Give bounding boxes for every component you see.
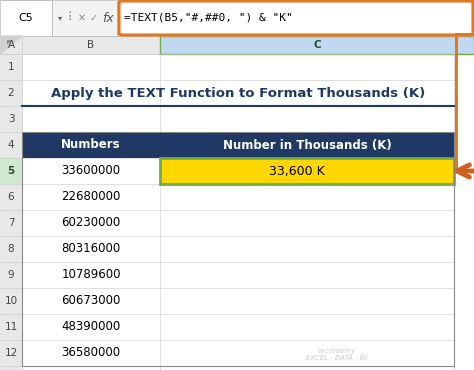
Text: 12: 12 <box>4 348 18 358</box>
Bar <box>160 158 454 184</box>
Text: 1: 1 <box>8 62 14 72</box>
Text: Numbers: Numbers <box>61 138 121 151</box>
Text: 5: 5 <box>8 166 15 176</box>
Text: 36580000: 36580000 <box>62 346 120 360</box>
Text: ▾: ▾ <box>58 13 62 23</box>
Text: =TEXT(B5,"#,##0, ") & "K": =TEXT(B5,"#,##0, ") & "K" <box>124 13 293 23</box>
Text: 11: 11 <box>4 322 18 332</box>
Bar <box>160 158 454 184</box>
Text: 33,600 K: 33,600 K <box>269 165 325 178</box>
Bar <box>22 132 454 366</box>
Text: ✓: ✓ <box>90 13 98 23</box>
Bar <box>456 36 458 171</box>
Text: 10: 10 <box>4 296 18 306</box>
Bar <box>0 36 22 54</box>
Text: 7: 7 <box>8 218 14 228</box>
Text: 60673000: 60673000 <box>61 295 121 307</box>
Bar <box>160 36 474 54</box>
Text: fx: fx <box>102 11 114 24</box>
Bar <box>22 132 160 158</box>
Text: ⁝: ⁝ <box>68 10 72 24</box>
Text: 6: 6 <box>8 192 14 202</box>
Text: ◤: ◤ <box>7 40 11 45</box>
Polygon shape <box>0 36 22 54</box>
Text: 2: 2 <box>8 88 14 98</box>
Bar <box>22 36 160 54</box>
Text: C5: C5 <box>18 13 33 23</box>
Text: 48390000: 48390000 <box>61 320 120 333</box>
Bar <box>160 132 454 158</box>
Text: 80316000: 80316000 <box>61 242 120 256</box>
Text: ✕: ✕ <box>78 13 86 23</box>
Bar <box>456 33 474 36</box>
Text: 4: 4 <box>8 140 14 150</box>
Bar <box>0 54 22 370</box>
Text: exceldemy
EXCEL · DATA · BI: exceldemy EXCEL · DATA · BI <box>306 348 367 361</box>
Bar <box>118 0 474 36</box>
Text: 33600000: 33600000 <box>62 165 120 178</box>
Bar <box>22 54 474 370</box>
Text: Number in Thousands (K): Number in Thousands (K) <box>223 138 392 151</box>
Text: Apply the TEXT Function to Format Thousands (K): Apply the TEXT Function to Format Thousa… <box>51 87 425 100</box>
Bar <box>0 158 22 184</box>
Text: 10789600: 10789600 <box>61 269 121 282</box>
Text: 22680000: 22680000 <box>61 191 121 204</box>
Text: 9: 9 <box>8 270 14 280</box>
Text: C: C <box>313 40 321 50</box>
Bar <box>0 36 474 54</box>
Text: B: B <box>87 40 94 50</box>
Text: 8: 8 <box>8 244 14 254</box>
Text: A: A <box>8 40 15 50</box>
Bar <box>0 0 474 36</box>
Text: 3: 3 <box>8 114 14 124</box>
Bar <box>0 0 52 36</box>
Text: 60230000: 60230000 <box>61 216 120 229</box>
